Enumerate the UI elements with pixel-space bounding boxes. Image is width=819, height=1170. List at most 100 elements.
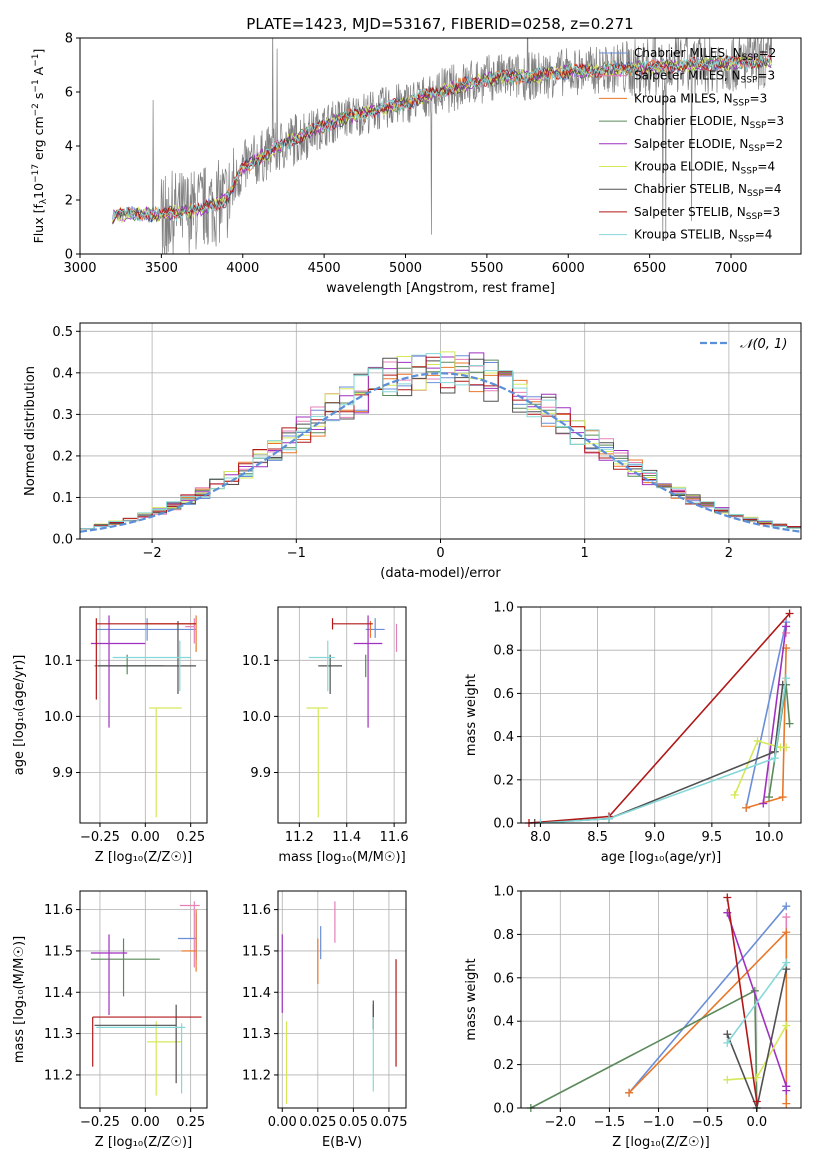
y-tick-label: 0.2 bbox=[52, 449, 73, 464]
x-tick-label: −2 bbox=[143, 546, 162, 561]
errorbar-7 bbox=[92, 1016, 202, 1067]
legend-label-1: Salpeter MILES, NSSP=3 bbox=[634, 69, 775, 86]
x-tick-label: 5000 bbox=[389, 261, 422, 276]
x-axis-label: mass [log₁₀(M/M☉)] bbox=[278, 850, 405, 865]
errorbar-3 bbox=[90, 938, 160, 997]
y-tick-label: 0.5 bbox=[52, 325, 73, 340]
mass-weight-series-2 bbox=[742, 644, 791, 812]
errorbar-4 bbox=[90, 615, 146, 728]
x-tick-label: 0.25 bbox=[176, 1115, 205, 1130]
legend-label-2: Kroupa MILES, NSSP=3 bbox=[634, 91, 767, 108]
x-axis-label: Z [log₁₀(Z/Z☉)] bbox=[612, 1135, 709, 1150]
mass-weight-point-8 bbox=[723, 1038, 732, 1047]
mass-weight-point-8 bbox=[782, 958, 791, 967]
mass-weight-series-6 bbox=[530, 680, 787, 827]
x-axis-label: age [log₁₀(age/yr)] bbox=[601, 850, 722, 865]
spectrum-plot-area bbox=[112, 38, 772, 254]
x-tick-label: 6500 bbox=[633, 261, 666, 276]
y-tick-label: 0.3 bbox=[52, 408, 73, 423]
mass-weight-vs-metallicity-panel: −2.0 −1.5 −1.0 −0.5 0.0 0.0 0.2 0.4 0.6 0.8 1.0 Z [… bbox=[464, 885, 802, 1150]
errorbar-8 bbox=[308, 640, 335, 692]
errorbar-6 bbox=[94, 1004, 177, 1084]
mass-weight-line-0 bbox=[628, 905, 787, 1094]
mass-weight-vs-age-panel: 8.0 8.5 9.0 9.5 10.0 0.0 0.2 0.4 0.6 0.8 1.0 age [l… bbox=[464, 601, 802, 865]
x-tick-label: 8.0 bbox=[530, 830, 551, 845]
y-tick-label: 0.2 bbox=[493, 1058, 514, 1073]
x-tick-label: 3500 bbox=[145, 261, 178, 276]
y-tick-label: 0.0 bbox=[493, 817, 514, 832]
axes-frame bbox=[520, 606, 802, 824]
mass-weight-point-4 bbox=[759, 799, 768, 808]
errorbar-6 bbox=[318, 654, 342, 694]
y-tick-label: 11.2 bbox=[242, 1068, 271, 1083]
mass-weight-point-7 bbox=[752, 1097, 761, 1106]
mass-weight-series-2 bbox=[625, 928, 791, 1108]
mass-weight-series-7 bbox=[525, 609, 794, 827]
residuals-histogram-panel: −2 −1 0 1 2 0.0 0.1 0.2 0.3 0.4 0.5 (data-model)/er… bbox=[23, 322, 802, 581]
mass-weight-point-8 bbox=[782, 674, 791, 683]
y-tick-label: 1.0 bbox=[493, 885, 514, 900]
mass-weight-series-7 bbox=[723, 893, 761, 1106]
y-tick-label: 11.4 bbox=[44, 986, 73, 1001]
y-tick-label: 6 bbox=[65, 86, 73, 101]
errorbar-5 bbox=[148, 707, 182, 818]
y-tick-label: 11.5 bbox=[44, 944, 73, 959]
mass-weight-line-7 bbox=[528, 612, 791, 824]
y-tick-label: 0.8 bbox=[493, 644, 514, 659]
x-tick-label: 2 bbox=[725, 546, 733, 561]
errorbar-8 bbox=[112, 640, 191, 692]
residual-histogram-7 bbox=[80, 356, 801, 530]
mass-weight-point-2 bbox=[778, 793, 787, 802]
x-tick-label: 11.6 bbox=[380, 830, 409, 845]
mass-weight-point-7 bbox=[723, 893, 732, 902]
y-tick-label: 11.6 bbox=[242, 903, 271, 918]
spectrum-legend: Chabrier MILES, NSSP=2 Salpeter MILES, NS… bbox=[599, 46, 784, 245]
x-axis-label: wavelength [Angstrom, rest frame] bbox=[326, 281, 555, 296]
y-axis-label: Normed distribution bbox=[23, 366, 38, 496]
errorbar-2 bbox=[181, 909, 197, 972]
age-vs-mass-panel: 11.2 11.4 11.6 9.9 10.0 10.1 mass [log₁₀(M/M☉)… bbox=[242, 606, 409, 865]
axes-frame bbox=[79, 890, 208, 1109]
model-spectrum-7 bbox=[112, 53, 772, 224]
mass-weight-point-6 bbox=[723, 1030, 732, 1039]
y-tick-label: 9.9 bbox=[52, 766, 73, 781]
observed-spectrum bbox=[112, 38, 772, 254]
x-axis-label: (data-model)/error bbox=[380, 566, 501, 581]
mass-weight-line-5 bbox=[733, 739, 787, 796]
errorbar-8 bbox=[96, 1023, 186, 1094]
y-tick-label: 10.1 bbox=[242, 654, 271, 669]
mass-weight-point-5 bbox=[730, 790, 739, 799]
mass-weight-point-2 bbox=[625, 1088, 634, 1097]
x-tick-label: 6000 bbox=[552, 261, 585, 276]
axes-frame bbox=[277, 890, 407, 1109]
y-tick-label: 0 bbox=[65, 248, 73, 263]
model-spectrum-8 bbox=[112, 54, 772, 222]
y-tick-label: 11.3 bbox=[44, 1027, 73, 1042]
axes-frame bbox=[79, 606, 208, 824]
x-tick-label: 4000 bbox=[226, 261, 259, 276]
y-tick-label: 0.4 bbox=[493, 730, 514, 745]
x-tick-label: 10.0 bbox=[755, 830, 784, 845]
y-tick-label: 0.0 bbox=[52, 533, 73, 548]
mass-weight-series-4 bbox=[723, 908, 791, 1095]
y-tick-label: 10.0 bbox=[242, 710, 271, 725]
errorbar-1 bbox=[179, 901, 200, 968]
errorbar-4 bbox=[353, 615, 383, 728]
mass-weight-point-1 bbox=[782, 913, 791, 922]
errorbar-0 bbox=[365, 618, 385, 638]
spectrum-panel: 3000 3500 4000 4500 5000 5500 6000 6500 7000 0 2 4 6… bbox=[31, 32, 802, 296]
mass-weight-series-4 bbox=[759, 622, 791, 808]
y-tick-label: 0.2 bbox=[493, 773, 514, 788]
normal-curve bbox=[79, 372, 802, 533]
y-tick-label: 0.8 bbox=[493, 928, 514, 943]
mass-weight-point-4 bbox=[782, 622, 791, 631]
x-tick-label: 11.4 bbox=[332, 830, 361, 845]
y-tick-label: 11.4 bbox=[242, 986, 271, 1001]
x-tick-label: 7000 bbox=[714, 261, 747, 276]
mass-weight-line-3 bbox=[530, 989, 758, 1109]
legend-label-6: Chabrier STELIB, NSSP=4 bbox=[634, 182, 782, 199]
mass-weight-point-5 bbox=[723, 1075, 732, 1084]
legend-normal-label: 𝒩(0, 1) bbox=[740, 337, 787, 352]
y-tick-label: 4 bbox=[65, 140, 73, 155]
mass-weight-point-4 bbox=[782, 1086, 791, 1095]
